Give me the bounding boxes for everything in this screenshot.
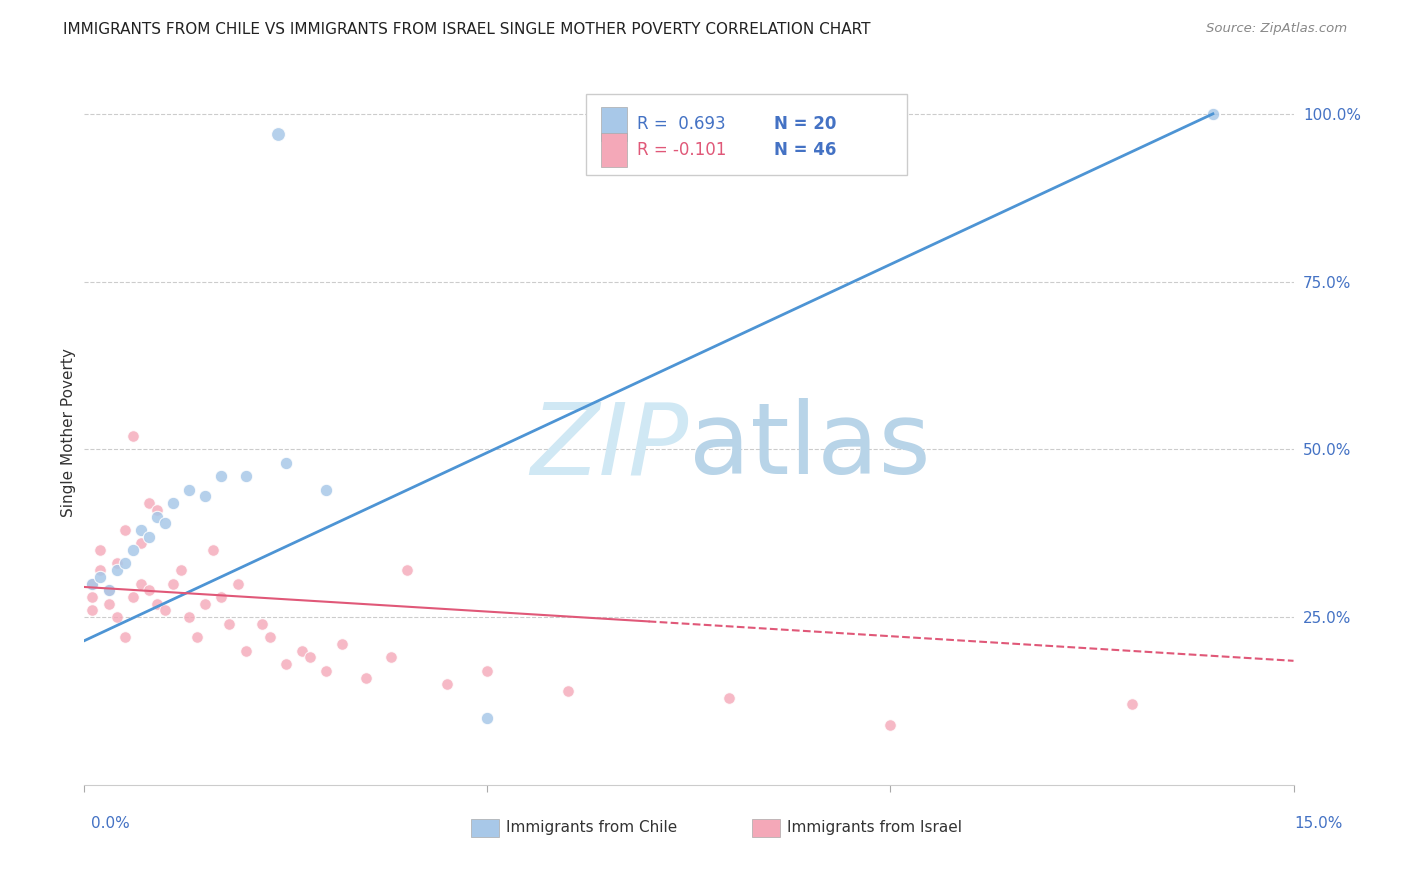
Point [105, 563, 128, 577]
Point [89, 563, 111, 577]
Point [162, 496, 184, 510]
Point [82, 603, 104, 617]
Point [274, 456, 297, 470]
Point [97, 583, 120, 598]
Point [121, 543, 143, 558]
Point [395, 563, 418, 577]
Point [146, 509, 169, 524]
Point [170, 563, 193, 577]
Point [194, 489, 217, 503]
FancyBboxPatch shape [600, 133, 627, 167]
Point [153, 603, 176, 617]
Point [89, 570, 111, 584]
Text: IMMIGRANTS FROM CHILE VS IMMIGRANTS FROM ISRAEL SINGLE MOTHER POVERTY CORRELATIO: IMMIGRANTS FROM CHILE VS IMMIGRANTS FROM… [63, 22, 870, 37]
Point [291, 644, 314, 658]
Point [82, 576, 104, 591]
Point [186, 630, 208, 644]
Text: R =  0.693: R = 0.693 [637, 115, 725, 133]
Point [97, 583, 120, 598]
Point [179, 483, 201, 497]
Point [105, 557, 128, 571]
Point [114, 523, 136, 537]
Point [162, 576, 184, 591]
Point [209, 469, 232, 483]
Point [114, 557, 136, 571]
Text: atlas: atlas [689, 398, 931, 495]
Point [436, 677, 458, 691]
Point [250, 616, 273, 631]
Point [235, 644, 257, 658]
Point [218, 616, 240, 631]
Point [146, 503, 169, 517]
Text: R = -0.101: R = -0.101 [637, 141, 727, 159]
Point [380, 650, 402, 665]
Point [718, 690, 741, 705]
Y-axis label: Single Mother Poverty: Single Mother Poverty [60, 348, 76, 517]
Point [194, 597, 217, 611]
Point [129, 576, 152, 591]
Point [129, 523, 152, 537]
Point [153, 516, 176, 531]
Point [557, 684, 579, 698]
Point [477, 664, 499, 678]
Point [89, 543, 111, 558]
Text: N = 46: N = 46 [773, 141, 837, 159]
Point [82, 576, 104, 591]
Point [114, 630, 136, 644]
Text: Immigrants from Chile: Immigrants from Chile [506, 821, 678, 835]
Point [356, 671, 378, 685]
Point [82, 590, 104, 604]
Point [274, 657, 297, 672]
Point [330, 637, 353, 651]
Point [1202, 107, 1225, 121]
Point [146, 597, 169, 611]
Point [259, 630, 281, 644]
Point [209, 590, 232, 604]
Point [315, 483, 337, 497]
Point [879, 717, 901, 731]
Point [202, 543, 225, 558]
Point [138, 496, 160, 510]
Point [1121, 698, 1143, 712]
Point [105, 610, 128, 624]
Text: Source: ZipAtlas.com: Source: ZipAtlas.com [1206, 22, 1347, 36]
Text: 15.0%: 15.0% [1295, 816, 1343, 831]
Point [138, 583, 160, 598]
Text: 0.0%: 0.0% [91, 816, 131, 831]
Text: Immigrants from Israel: Immigrants from Israel [787, 821, 962, 835]
Point [179, 610, 201, 624]
FancyBboxPatch shape [586, 95, 907, 176]
Point [121, 590, 143, 604]
Text: ZIP: ZIP [530, 398, 689, 495]
Point [299, 650, 322, 665]
FancyBboxPatch shape [600, 107, 627, 141]
Point [121, 429, 143, 443]
Point [267, 127, 290, 141]
Point [97, 597, 120, 611]
Text: N = 20: N = 20 [773, 115, 837, 133]
Point [226, 576, 249, 591]
Point [477, 711, 499, 725]
Point [129, 536, 152, 550]
Point [138, 530, 160, 544]
Point [315, 664, 337, 678]
Point [235, 469, 257, 483]
